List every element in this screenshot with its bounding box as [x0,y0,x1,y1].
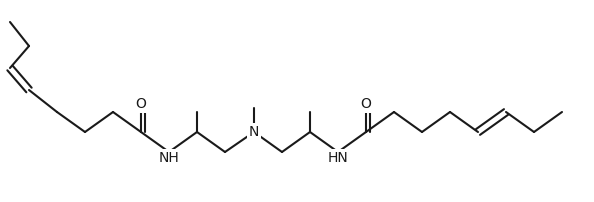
Text: NH: NH [159,151,179,165]
Text: O: O [361,97,371,111]
Text: HN: HN [328,151,348,165]
Text: O: O [135,97,147,111]
Text: N: N [249,125,259,139]
